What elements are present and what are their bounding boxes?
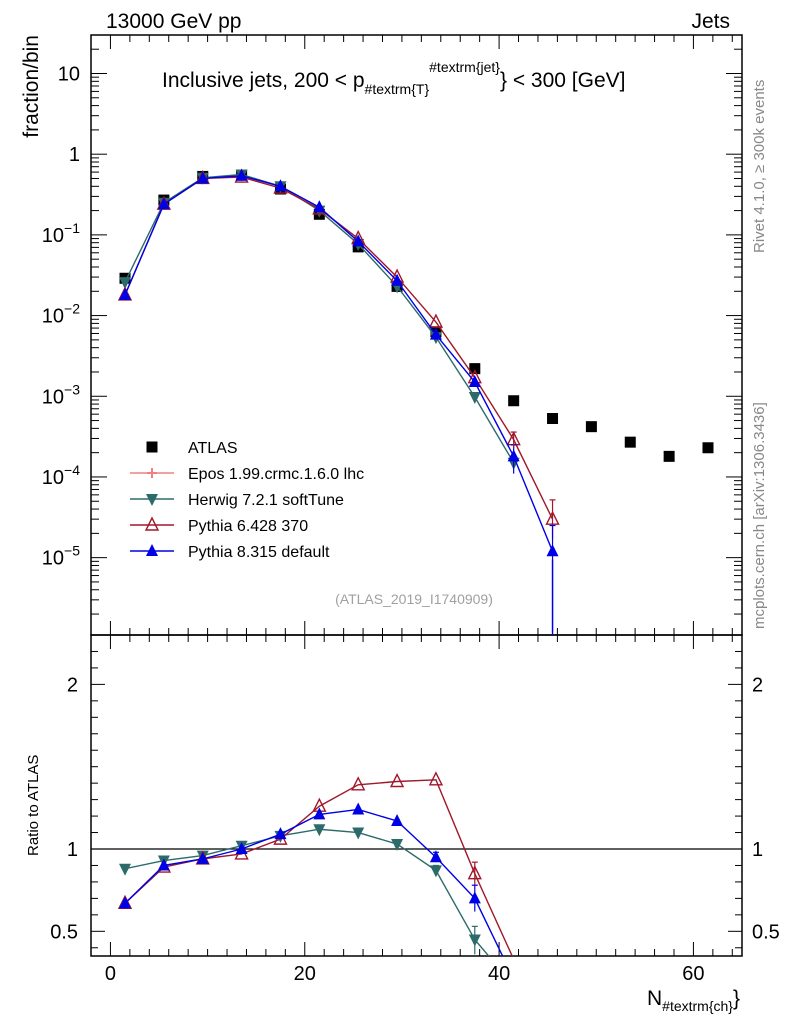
pythia-8-315-default-ratio-point [157, 858, 170, 871]
x-axis-label-tail: } [733, 987, 740, 1010]
y-tick-label-exp: −5 [64, 543, 80, 559]
side-text-site: mcplots.cern.ch [arXiv:1306.3436] [751, 402, 768, 629]
epos-1-99-crmc-1-6-0-lhc-legend-marker [147, 468, 157, 478]
pythia-8-315-default-legend-marker [146, 544, 158, 556]
atlas-point [508, 395, 520, 407]
ratio-panel-frame [90, 634, 743, 957]
y-tick-label-base: 10 [42, 548, 64, 570]
herwig-7-2-1-softtune-ratio-point [119, 863, 132, 876]
ratio-axis-label: Ratio to ATLAS [25, 755, 42, 856]
ratio-tick-label: 0.5 [50, 921, 78, 943]
x-axis-label: N#textrm{ch}} [647, 987, 740, 1014]
pythia-8-315-default-ratio-point [313, 807, 326, 820]
y-tick-label-exp: −2 [64, 301, 80, 317]
atlas-point [702, 442, 714, 454]
epos-1-99-crmc-1-6-0-lhc-legend-label: Epos 1.99.crmc.1.6.0 lhc [188, 466, 364, 483]
y-tick-label: 10−3 [42, 381, 80, 408]
ratio-plot-series [117, 771, 513, 956]
y-tick-label-base: 10 [42, 386, 64, 408]
pythia-8-315-default-point [235, 168, 248, 181]
y-tick-label: 1 [69, 144, 80, 166]
ratio-tick-label-right: 1 [752, 839, 763, 861]
x-tick-label: 60 [682, 963, 704, 985]
ratio-tick-label-right: 0.5 [752, 921, 780, 943]
pythia-8-315-default-point [196, 171, 209, 184]
herwig-7-2-1-softtune-ratio-point [352, 827, 365, 840]
herwig-7-2-1-softtune-legend-marker [146, 494, 158, 506]
pythia-6-428-370-ratio-point [389, 772, 405, 788]
plot-title-main: Inclusive jets, 200 < p [162, 69, 365, 92]
y-tick-label: 10−4 [42, 462, 80, 489]
pythia-8-315-default-line [124, 175, 554, 552]
y-tick-label-exp: −3 [64, 381, 80, 397]
y-tick-label: 10−2 [42, 301, 80, 328]
x-tick-label: 0 [105, 963, 116, 985]
x-axis-label-main: N [647, 987, 662, 1010]
atlas-point [547, 413, 559, 425]
y-tick-label-exp: −4 [64, 462, 80, 478]
pythia-8-315-default-point [119, 287, 132, 300]
plot-title: Inclusive jets, 200 < p#textrm{T} #textrm… [162, 59, 625, 97]
herwig-7-2-1-softtune-legend-label: Herwig 7.2.1 softTune [188, 492, 344, 509]
ratio-tick-label: 1 [67, 839, 78, 861]
x-tick-label: 20 [294, 963, 316, 985]
pythia-6-428-370-ratio-point [428, 771, 444, 786]
ratio-tick-label-right: 2 [752, 674, 763, 696]
x-axis-label-sub: #textrm{ch} [662, 998, 733, 1014]
herwig-7-2-1-softtune-ratio-line [124, 828, 490, 956]
pythia-8-315-default-point [468, 375, 481, 388]
pythia-8-315-default-ratio-point [274, 827, 287, 840]
pythia-8-315-default-point [313, 200, 326, 213]
y-tick-label: 10 [58, 63, 80, 85]
y-tick-label-base: 10 [42, 225, 64, 247]
pythia-8-315-default-ratio-point [119, 896, 132, 909]
y-tick-label-base: 10 [42, 306, 64, 328]
plot-title-tail: } < 300 [GeV] [500, 69, 626, 92]
pythia-6-428-370-ratio-point [351, 776, 366, 791]
main-plot-series [117, 168, 714, 635]
ratio-tick-label: 2 [67, 674, 78, 696]
atlas-point [663, 450, 675, 462]
atlas-point [585, 421, 597, 433]
y-tick-label-base: 10 [58, 63, 80, 85]
plot-title-sub: #textrm{T} [365, 81, 430, 97]
pythia-8-315-default-legend-label: Pythia 8.315 default [188, 544, 330, 561]
y-tick-label-base: 1 [69, 144, 80, 166]
atlas-legend-marker [146, 441, 158, 453]
y-axis-label: fraction/bin [20, 35, 43, 138]
pythia-8-315-default-ratio-point [391, 814, 404, 827]
legend: ATLAS Epos 1.99.crmc.1.6.0 lhc Herwig 7.2.… [130, 440, 364, 561]
pythia-6-428-370-point [428, 313, 444, 328]
pythia-8-315-default-ratio-point [235, 842, 248, 854]
side-text-version: Rivet 4.1.0, ≥ 300k events [751, 80, 768, 253]
pythia-8-315-default-point [274, 179, 287, 192]
pythia-6-428-370-legend-marker [144, 516, 160, 531]
herwig-7-2-1-softtune-ratio-point [313, 824, 326, 837]
pythia-8-315-default-point [157, 197, 170, 210]
pythia-6-428-370-legend-label: Pythia 6.428 370 [188, 518, 308, 535]
atlas-legend-label: ATLAS [188, 440, 238, 457]
herwig-7-2-1-softtune-point [468, 391, 481, 404]
pythia-8-315-default-point [352, 234, 365, 247]
atlas-point [469, 363, 481, 375]
header-left: 13000 GeV pp [106, 10, 241, 33]
pythia-8-315-default-point [429, 327, 442, 340]
y-tick-label: 10−5 [42, 543, 80, 570]
pythia-8-315-default-ratio-point [196, 851, 209, 864]
pythia-8-315-default-point [391, 273, 404, 286]
analysis-id: (ATLAS_2019_I1740909) [335, 591, 493, 607]
herwig-7-2-1-softtune-ratio-point [391, 839, 404, 852]
pythia-8-315-default-ratio-point [352, 802, 365, 815]
y-tick-label-base: 10 [42, 467, 64, 489]
herwig-7-2-1-softtune-point [119, 277, 132, 290]
y-tick-label-exp: −1 [64, 220, 80, 236]
atlas-point [624, 436, 636, 448]
plot-title-sup: #textrm{jet} [429, 59, 500, 75]
header-right: Jets [691, 10, 730, 33]
y-tick-label: 10−1 [42, 220, 80, 247]
pythia-8-315-default-ratio-line [124, 808, 504, 956]
x-tick-label: 40 [488, 963, 510, 985]
